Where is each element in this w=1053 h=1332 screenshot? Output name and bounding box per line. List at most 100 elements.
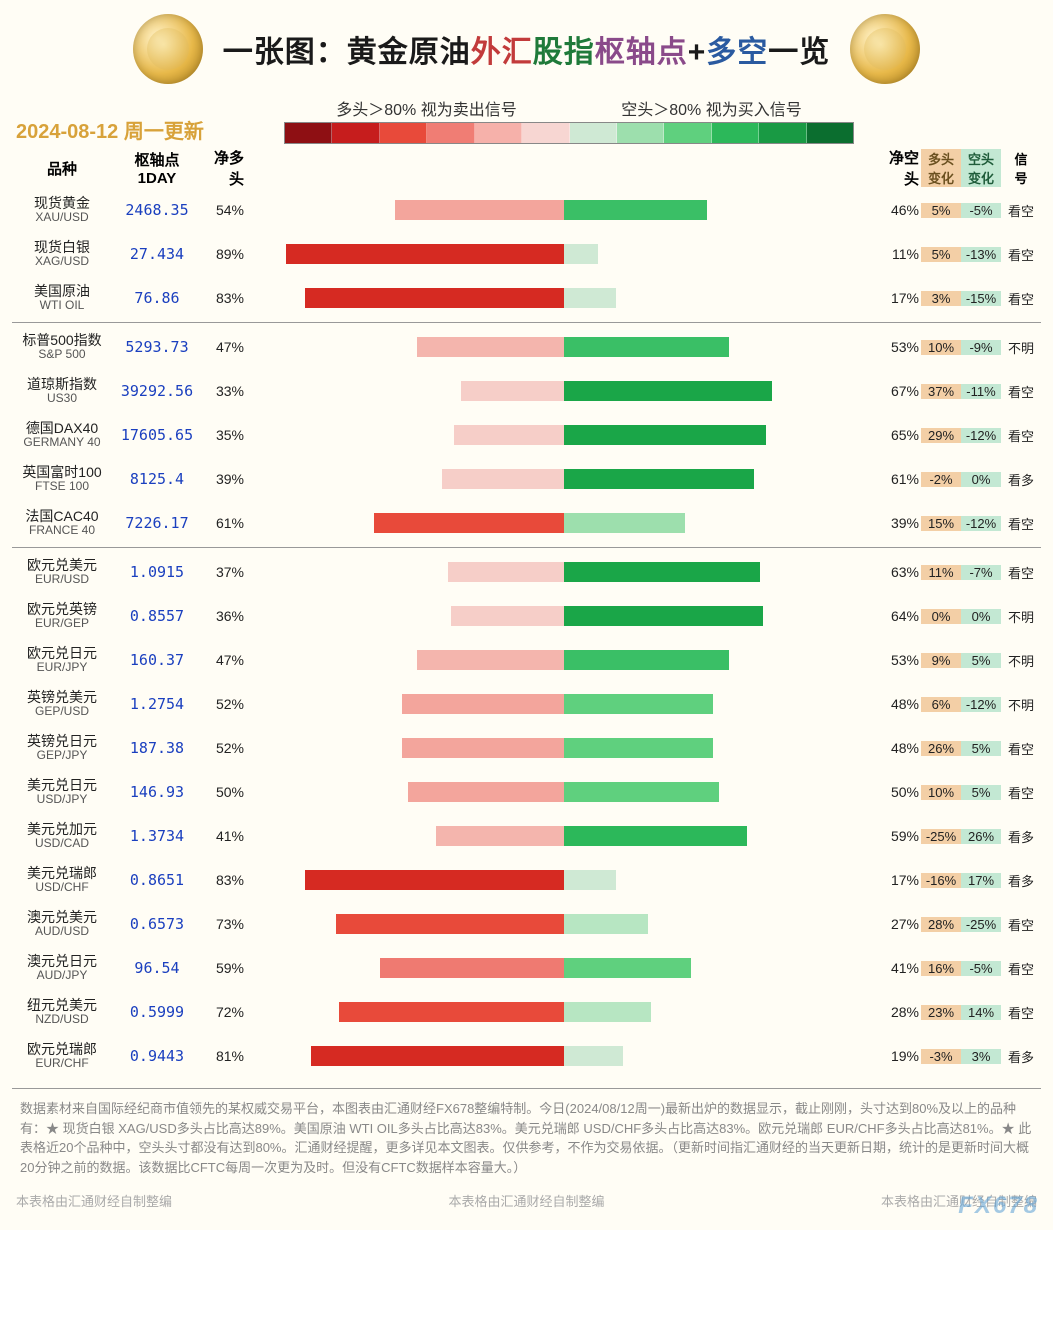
instrument-name: 美元兑瑞郎USD/CHF <box>12 866 112 895</box>
signal: 看空 <box>1001 514 1041 533</box>
position-bar <box>248 244 879 264</box>
legend-right: 空头＞80% 视为买入信号 <box>621 96 801 120</box>
long-change: -3% <box>921 1049 961 1064</box>
pivot-value: 76.86 <box>112 289 202 307</box>
pivot-value: 1.3734 <box>112 827 202 845</box>
header: 一张图：黄金原油外汇股指枢轴点+多空一览 <box>12 6 1041 94</box>
position-bar <box>248 200 879 220</box>
short-change: -12% <box>961 516 1001 531</box>
net-long: 33% <box>202 383 248 399</box>
instrument-name: 欧元兑英镑EUR/GEP <box>12 602 112 631</box>
net-short: 11% <box>879 246 921 262</box>
hdr-name: 品种 <box>12 158 112 179</box>
long-change: 28% <box>921 917 961 932</box>
long-change: 37% <box>921 384 961 399</box>
long-change: -2% <box>921 472 961 487</box>
net-long: 52% <box>202 696 248 712</box>
net-long: 39% <box>202 471 248 487</box>
position-bar <box>248 870 879 890</box>
table-row: 现货黄金XAU/USD2468.3554%46%5%-5%看空 <box>12 188 1041 232</box>
long-change: 10% <box>921 785 961 800</box>
pivot-value: 160.37 <box>112 651 202 669</box>
watermark: FX678 <box>958 1192 1039 1220</box>
table-row: 法国CAC40FRANCE 407226.1761%39%15%-12%看空 <box>12 501 1041 545</box>
instrument-name: 欧元兑日元EUR/JPY <box>12 646 112 675</box>
net-short: 48% <box>879 696 921 712</box>
pivot-value: 17605.65 <box>112 426 202 444</box>
net-short: 28% <box>879 1004 921 1020</box>
signal: 看空 <box>1001 915 1041 934</box>
table-row: 美元兑瑞郎USD/CHF0.865183%17%-16%17%看多 <box>12 858 1041 902</box>
hdr-long: 净多头 <box>202 147 248 189</box>
table-row: 美元兑日元USD/JPY146.9350%50%10%5%看空 <box>12 770 1041 814</box>
pivot-value: 0.6573 <box>112 915 202 933</box>
short-change: -13% <box>961 247 1001 262</box>
net-short: 65% <box>879 427 921 443</box>
net-short: 50% <box>879 784 921 800</box>
pivot-value: 39292.56 <box>112 382 202 400</box>
net-short: 64% <box>879 608 921 624</box>
net-long: 37% <box>202 564 248 580</box>
instrument-name: 美元兑日元USD/JPY <box>12 778 112 807</box>
data-table: 品种 枢轴点1DAY 净多头 净空头 多头变化 空头变化 信号 现货黄金XAU/… <box>12 148 1041 1078</box>
table-row: 英国富时100FTSE 1008125.439%61%-2%0%看多 <box>12 457 1041 501</box>
long-change: 10% <box>921 340 961 355</box>
position-bar <box>248 650 879 670</box>
pivot-value: 1.0915 <box>112 563 202 581</box>
pivot-value: 7226.17 <box>112 514 202 532</box>
table-row: 美国原油WTI OIL76.8683%17%3%-15%看空 <box>12 276 1041 320</box>
short-change: 0% <box>961 609 1001 624</box>
net-long: 61% <box>202 515 248 531</box>
position-bar <box>248 425 879 445</box>
position-bar <box>248 513 879 533</box>
short-change: -5% <box>961 203 1001 218</box>
legend-left: 多头＞80% 视为卖出信号 <box>336 96 516 120</box>
pivot-value: 0.9443 <box>112 1047 202 1065</box>
table-row: 英镑兑美元GEP/USD1.275452%48%6%-12%不明 <box>12 682 1041 726</box>
instrument-name: 英国富时100FTSE 100 <box>12 465 112 494</box>
pivot-value: 8125.4 <box>112 470 202 488</box>
long-change: 29% <box>921 428 961 443</box>
short-change: 5% <box>961 653 1001 668</box>
signal: 看多 <box>1001 470 1041 489</box>
table-row: 澳元兑日元AUD/JPY96.5459%41%16%-5%看空 <box>12 946 1041 990</box>
signal: 不明 <box>1001 607 1041 626</box>
instrument-name: 澳元兑美元AUD/USD <box>12 910 112 939</box>
instrument-name: 美国原油WTI OIL <box>12 284 112 313</box>
short-change: -25% <box>961 917 1001 932</box>
position-bar <box>248 1002 879 1022</box>
credit-2: 本表格由汇通财经自制整编 <box>448 1191 604 1210</box>
signal: 不明 <box>1001 338 1041 357</box>
long-change: 9% <box>921 653 961 668</box>
short-change: -5% <box>961 961 1001 976</box>
footer-credits: 本表格由汇通财经自制整编 本表格由汇通财经自制整编 本表格由汇通财经自制整编 <box>12 1177 1041 1210</box>
hdr-chS: 空头变化 <box>961 149 1001 187</box>
net-long: 54% <box>202 202 248 218</box>
signal: 看空 <box>1001 426 1041 445</box>
position-bar <box>248 694 879 714</box>
short-change: -9% <box>961 340 1001 355</box>
instrument-name: 欧元兑瑞郎EUR/CHF <box>12 1042 112 1071</box>
net-long: 81% <box>202 1048 248 1064</box>
net-long: 83% <box>202 872 248 888</box>
credit-1: 本表格由汇通财经自制整编 <box>16 1191 172 1210</box>
pivot-value: 0.5999 <box>112 1003 202 1021</box>
table-row: 欧元兑瑞郎EUR/CHF0.944381%19%-3%3%看多 <box>12 1034 1041 1078</box>
signal: 看空 <box>1001 959 1041 978</box>
table-row: 欧元兑日元EUR/JPY160.3747%53%9%5%不明 <box>12 638 1041 682</box>
position-bar <box>248 288 879 308</box>
pivot-value: 5293.73 <box>112 338 202 356</box>
signal: 看空 <box>1001 1003 1041 1022</box>
logo-right <box>850 14 920 84</box>
pivot-value: 1.2754 <box>112 695 202 713</box>
short-change: -15% <box>961 291 1001 306</box>
update-date: 2024-08-12 周一更新 <box>16 115 271 144</box>
chart-container: 一张图：黄金原油外汇股指枢轴点+多空一览 2024-08-12 周一更新 多头＞… <box>0 0 1053 1230</box>
short-change: 14% <box>961 1005 1001 1020</box>
hdr-sig: 信号 <box>1001 149 1041 187</box>
table-row: 现货白银XAG/USD27.43489%11%5%-13%看空 <box>12 232 1041 276</box>
pivot-value: 146.93 <box>112 783 202 801</box>
page-title: 一张图：黄金原油外汇股指枢轴点+多空一览 <box>203 27 851 71</box>
short-change: -7% <box>961 565 1001 580</box>
signal: 看空 <box>1001 783 1041 802</box>
